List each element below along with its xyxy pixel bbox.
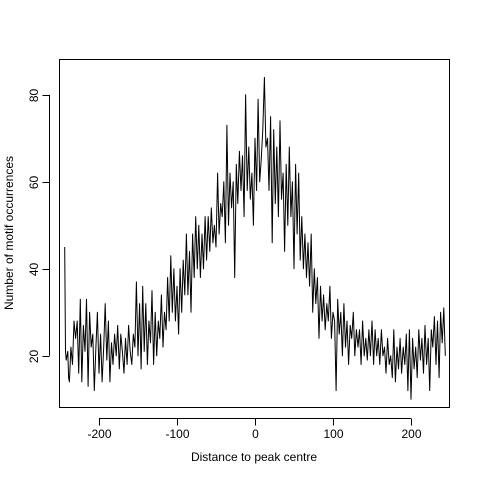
- y-tick-label: 80: [27, 89, 41, 103]
- y-tick-label: 20: [27, 350, 41, 364]
- y-tick-label: 40: [27, 263, 41, 277]
- x-tick-label: 0: [252, 427, 259, 441]
- x-tick-label: 100: [323, 427, 343, 441]
- y-axis-title: Number of motif occurrences: [2, 156, 16, 310]
- x-axis: -200 -100 0 100 200: [87, 418, 422, 441]
- x-tick-label: 200: [401, 427, 421, 441]
- x-tick-label: -200: [87, 427, 111, 441]
- x-tick-label: -100: [165, 427, 189, 441]
- plot-frame: [59, 59, 450, 408]
- x-axis-title: Distance to peak centre: [191, 450, 317, 464]
- y-axis: 20 40 60 80: [27, 89, 50, 364]
- series-line-1: [64, 76, 446, 400]
- y-tick-label: 60: [27, 176, 41, 190]
- series-layer: [64, 76, 446, 400]
